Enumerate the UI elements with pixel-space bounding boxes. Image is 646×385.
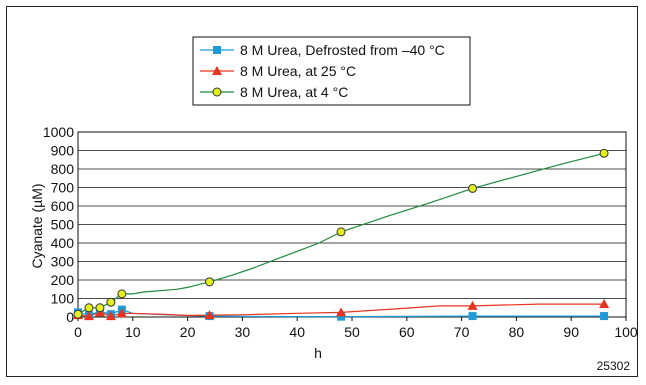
y-tick-900: 900	[51, 143, 75, 159]
x-tick-30: 30	[235, 324, 251, 340]
x-tick-10: 10	[125, 324, 141, 340]
y-tick-800: 800	[51, 161, 75, 177]
data-point-s3-3	[95, 303, 105, 313]
legend-label-3: 8 M Urea, at 4 °C	[240, 84, 348, 100]
data-point-s3-1	[73, 309, 83, 319]
legend: 8 M Urea, Defrosted from –40 °C 8 M Urea,…	[192, 36, 471, 106]
legend-marker-2	[212, 66, 222, 75]
data-point-s2-2	[83, 311, 94, 321]
y-tick-600: 600	[51, 198, 75, 214]
y-tick-700: 700	[51, 180, 75, 196]
x-tick-90: 90	[563, 324, 579, 340]
data-point-s2-7	[336, 307, 347, 317]
y-tick-1000: 1000	[43, 124, 74, 140]
data-point-s2-5	[116, 308, 127, 318]
y-tick-200: 200	[51, 272, 75, 288]
x-tick-80: 80	[509, 324, 525, 340]
data-point-s3-5	[117, 289, 127, 299]
x-tick-50: 50	[344, 324, 360, 340]
y-tick-300: 300	[51, 254, 75, 270]
legend-label-2: 8 M Urea, at 25 °C	[240, 63, 356, 79]
data-point-s1-8	[468, 312, 477, 321]
data-point-s2-9	[599, 299, 610, 309]
x-tick-labels: 0 10 20 30 40 50 60 70 80 90 100	[74, 324, 638, 340]
y-tick-100: 100	[51, 291, 75, 307]
x-tick-60: 60	[399, 324, 415, 340]
data-point-s2-6	[204, 310, 215, 320]
legend-marker-3	[212, 87, 222, 97]
figure-frame	[6, 6, 638, 377]
x-tick-100: 100	[614, 324, 638, 340]
legend-box	[192, 36, 471, 106]
data-point-s3-2	[84, 303, 94, 313]
legend-marker-1	[213, 46, 221, 54]
y-tick-500: 500	[51, 217, 75, 233]
x-axis-label: h	[314, 345, 322, 361]
data-point-s3-6	[205, 277, 215, 287]
y-axis-label: Cyanate (µM)	[29, 183, 45, 268]
y-tick-labels: 0 100 200 300 400 500 600 700 800 900 1000	[43, 124, 74, 325]
legend-label-1: 8 M Urea, Defrosted from –40 °C	[240, 42, 445, 58]
x-tick-70: 70	[454, 324, 470, 340]
gridlines	[77, 131, 627, 321]
data-point-s3-9	[599, 148, 609, 158]
x-tick-0: 0	[74, 324, 82, 340]
x-tick-40: 40	[289, 324, 305, 340]
data-point-s2-4	[105, 311, 116, 321]
data-point-s3-4	[106, 297, 116, 307]
y-tick-400: 400	[51, 235, 75, 251]
data-point-s1-9	[600, 312, 609, 321]
data-point-s1-7	[337, 312, 346, 321]
x-tick-20: 20	[180, 324, 196, 340]
series-markers	[73, 148, 610, 321]
data-point-s3-8	[468, 183, 478, 193]
data-point-s3-7	[336, 227, 346, 237]
y-tick-0: 0	[66, 309, 74, 325]
data-point-s2-8	[467, 300, 478, 310]
figure-id: 25302	[597, 359, 631, 373]
